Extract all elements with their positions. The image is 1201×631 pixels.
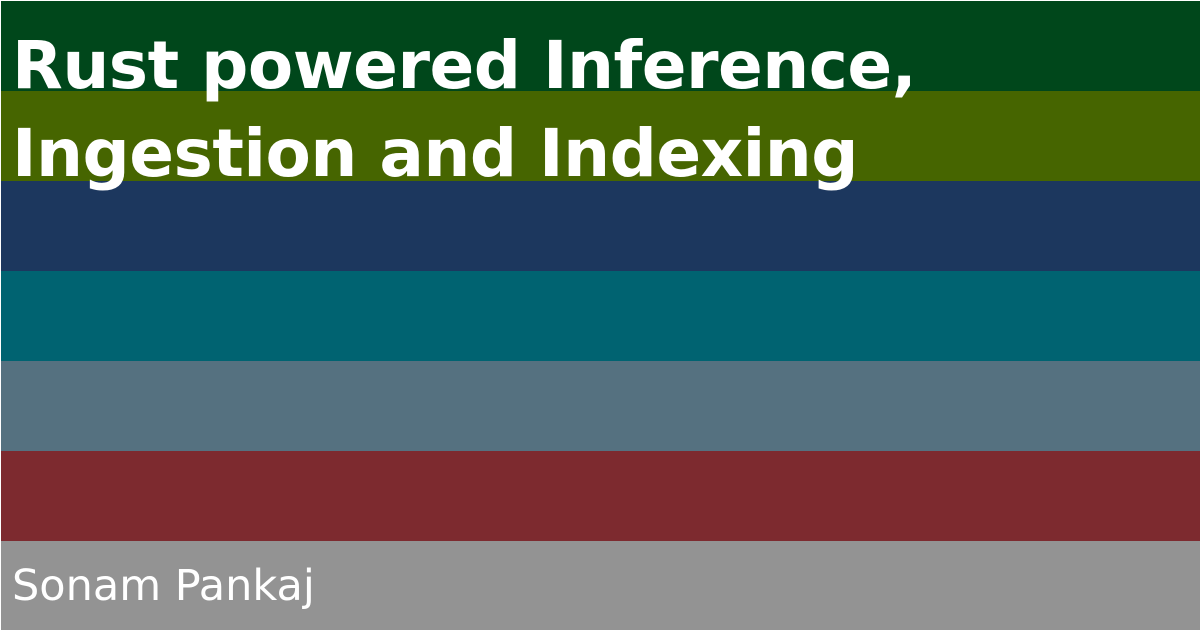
- stripe-navy: [1, 181, 1200, 271]
- title-line-2: Ingestion and Indexing: [12, 115, 859, 192]
- stripe-gray: [1, 541, 1200, 630]
- stripe-teal: [1, 271, 1200, 361]
- author-name: Sonam Pankaj: [12, 561, 315, 611]
- stripe-slate: [1, 361, 1200, 451]
- stripe-olive-green: [1, 91, 1200, 181]
- page-title: Rust powered Inference, Ingestion and In…: [12, 22, 1162, 198]
- title-line-1: Rust powered Inference,: [12, 27, 917, 104]
- stripe-maroon: [1, 451, 1200, 541]
- stripe-dark-green: [1, 1, 1200, 91]
